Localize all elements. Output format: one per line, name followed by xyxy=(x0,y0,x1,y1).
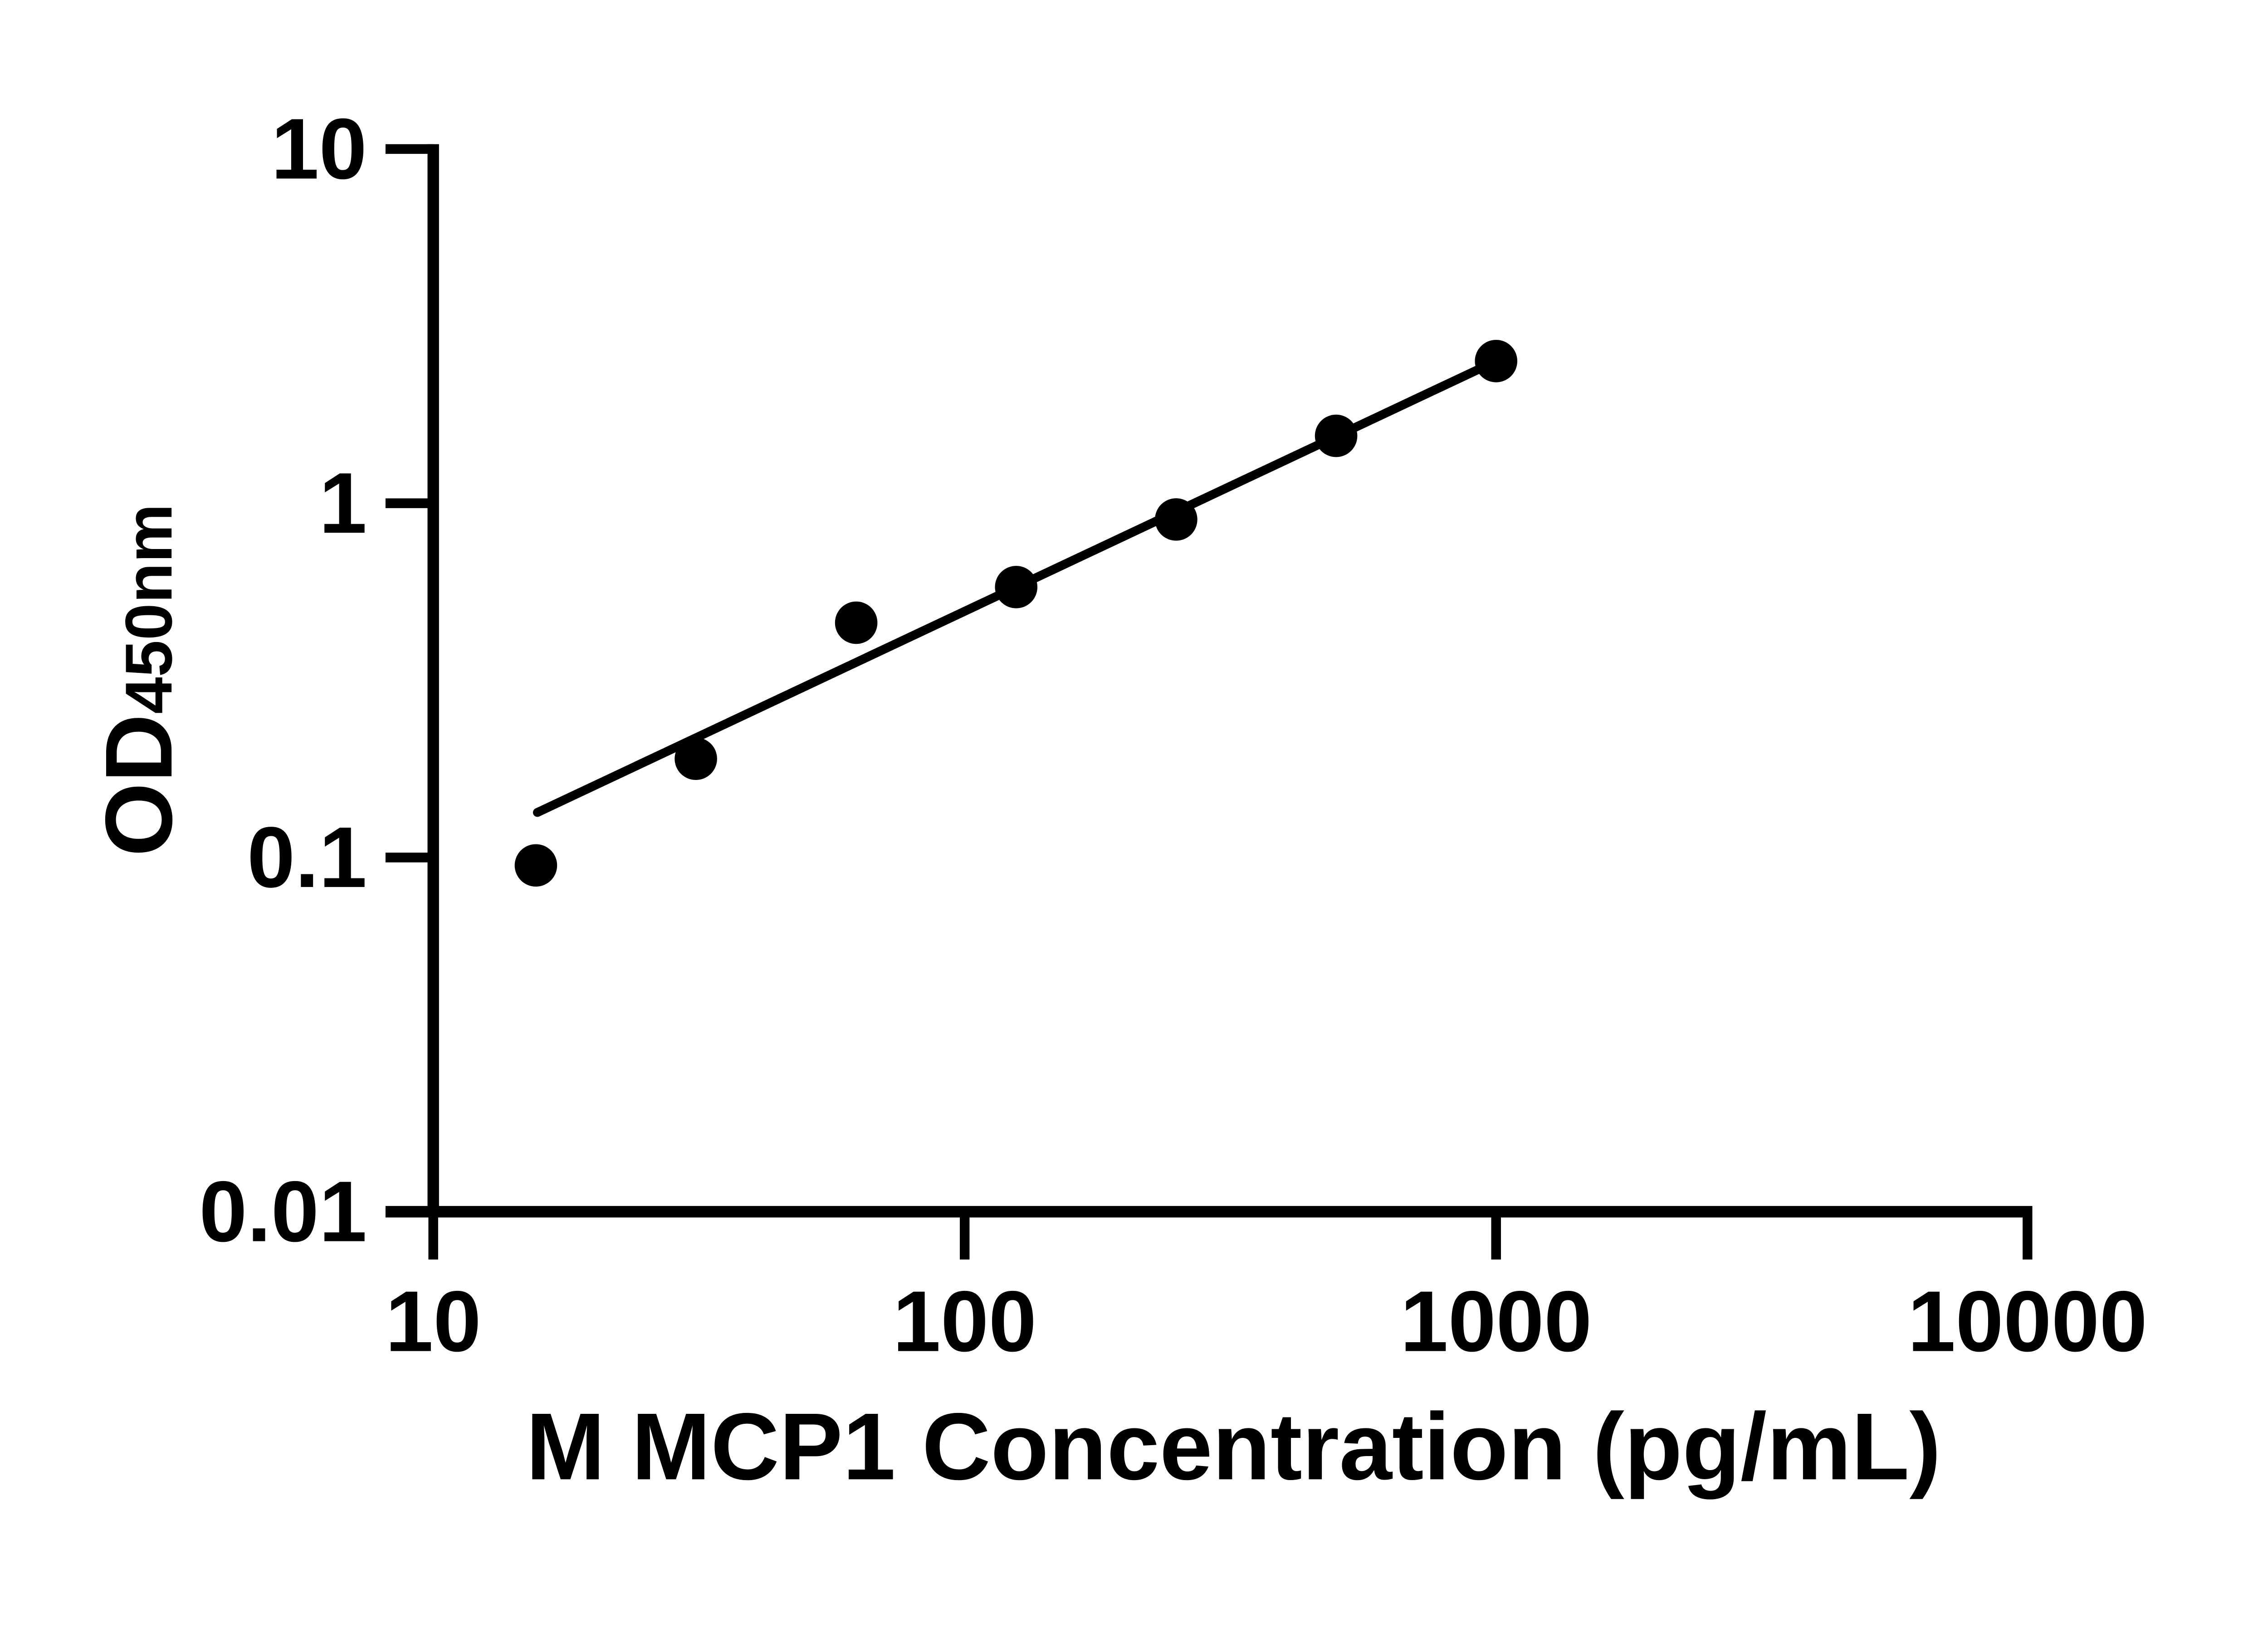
y-tick-label: 10 xyxy=(271,101,367,197)
axis-labels: M MCP1 Concentration (pg/mL) OD450nm xyxy=(86,504,1941,1500)
plot-area xyxy=(514,340,1518,887)
x-tick-label: 100 xyxy=(893,1274,1036,1370)
data-point xyxy=(995,566,1038,608)
data-point xyxy=(514,844,557,887)
data-point xyxy=(835,601,878,644)
y-axis-title-subscript: 450nm xyxy=(112,504,186,714)
y-tick-label: 0.01 xyxy=(199,1164,367,1260)
y-tick-label: 0.1 xyxy=(247,809,367,906)
y-tick-label: 1 xyxy=(319,455,367,551)
data-point xyxy=(1155,498,1198,541)
y-axis-title: OD450nm xyxy=(86,504,192,857)
data-point xyxy=(675,737,717,780)
elisa-standard-curve-figure: 10 1 0.1 0.01 10 100 1000 10000 M MCP1 Concentr… xyxy=(86,101,2148,1500)
x-tick-label: 10 xyxy=(385,1274,481,1370)
x-axis-title: M MCP1 Concentration (pg/mL) xyxy=(526,1393,1941,1500)
data-point xyxy=(1315,414,1358,457)
x-tick-label: 1000 xyxy=(1400,1274,1592,1370)
data-point xyxy=(1475,340,1518,382)
x-tick-label: 10000 xyxy=(1908,1274,2147,1370)
y-axis-title-main: OD xyxy=(86,714,192,856)
